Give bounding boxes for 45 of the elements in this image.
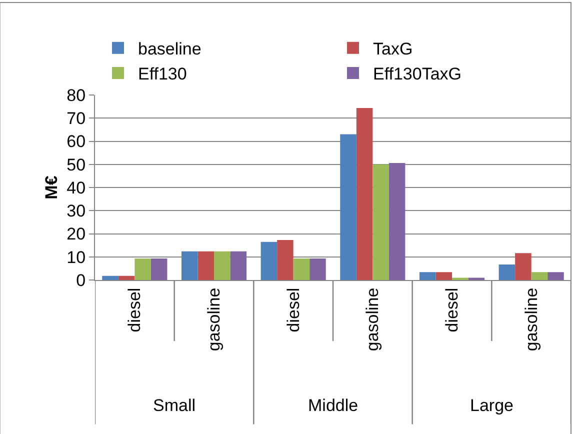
bar	[436, 272, 452, 280]
y-tick-label: 40	[66, 178, 86, 198]
legend-label: Eff130	[138, 64, 187, 84]
bar	[515, 253, 532, 280]
bar	[230, 251, 247, 280]
bar	[419, 272, 436, 280]
bar	[260, 242, 278, 280]
bar	[372, 164, 389, 280]
legend-label: baseline	[138, 39, 202, 58]
text: Middle	[308, 396, 358, 415]
text: Large	[470, 396, 514, 415]
bar	[356, 108, 373, 280]
bar	[388, 162, 406, 280]
x-tick-label: gasoline	[204, 288, 224, 352]
legend-label: Eff130TaxG	[373, 64, 462, 84]
bar	[548, 272, 564, 280]
bar	[498, 264, 516, 280]
y-tick-label: 70	[66, 109, 86, 128]
y-tick-label: 20	[66, 224, 86, 244]
bar	[214, 251, 230, 280]
bar	[198, 251, 214, 280]
x-tick-label: diesel	[125, 288, 144, 332]
y-tick-label: 50	[66, 155, 86, 174]
x-tick-label: gasoline	[522, 288, 541, 352]
bar	[118, 276, 135, 280]
bar	[340, 134, 356, 280]
x-tick-label: gasoline	[363, 288, 382, 352]
bar	[310, 258, 326, 280]
bar	[150, 258, 168, 280]
bar	[531, 272, 548, 280]
y-tick-label: 0	[76, 270, 86, 290]
bar	[277, 240, 294, 280]
bar	[102, 276, 118, 280]
y-tick-label: 10	[66, 248, 86, 267]
x-tick-label: diesel	[442, 288, 462, 332]
legend-label: TaxG	[373, 39, 413, 58]
bar	[181, 251, 198, 280]
text: Small	[153, 396, 196, 415]
y-axis-title: M€	[42, 175, 62, 200]
y-tick-label: 30	[66, 202, 86, 221]
y-tick-label: 60	[66, 132, 86, 152]
bar	[293, 258, 310, 280]
x-tick-label: diesel	[284, 288, 303, 332]
bar	[134, 258, 151, 280]
y-tick-label: 80	[66, 86, 86, 105]
